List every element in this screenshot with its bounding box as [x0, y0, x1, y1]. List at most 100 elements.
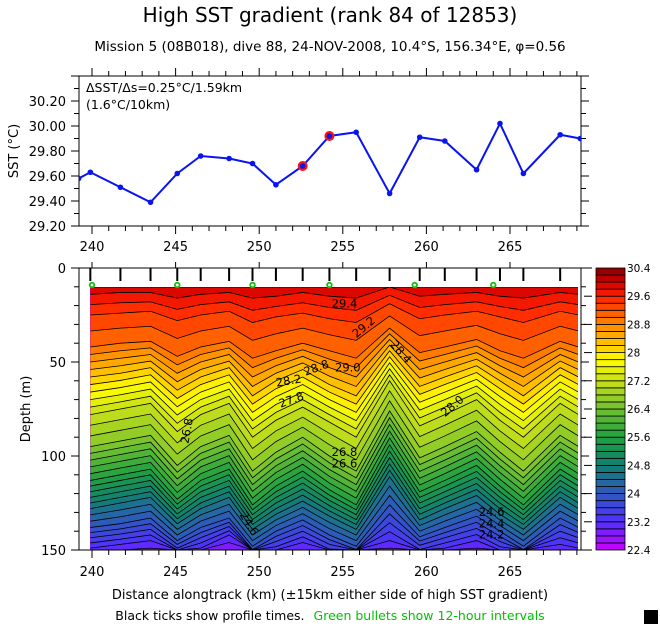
- contour-label: 26.6: [332, 456, 358, 470]
- sst-point: [577, 135, 581, 142]
- contour-line: [90, 350, 578, 397]
- colorbar-swatch: [595, 493, 626, 502]
- contour-line: [90, 430, 578, 492]
- colorbar-swatch: [595, 535, 626, 544]
- colorbar-tick-label: 24.8: [627, 460, 650, 472]
- colorbar-swatch: [595, 408, 626, 417]
- contour-band: [90, 457, 578, 520]
- contour-band: [90, 303, 578, 341]
- y-tick-label: 30.20: [29, 95, 66, 110]
- contour-band: [90, 437, 578, 505]
- sst-point: [473, 166, 480, 173]
- x-tick-label: 265: [498, 240, 523, 255]
- contour-label: 29.4: [332, 296, 358, 310]
- contour-line: [90, 287, 578, 299]
- contour-band: [90, 463, 578, 525]
- contour-band: [90, 444, 578, 510]
- contour-band: [90, 345, 578, 396]
- contour-line: [90, 456, 578, 516]
- y-tick-label: 29.20: [29, 220, 66, 235]
- green-bullet-12h: [88, 281, 96, 289]
- contour-band: [90, 339, 578, 387]
- sst-line-chart: 240 245 250 255 260 265 29.20 29.40 29.60 29.80 30…: [7, 68, 589, 255]
- colorbar-swatch: [595, 380, 626, 389]
- contour-line: [90, 356, 578, 405]
- colorbar-swatch: [595, 521, 626, 530]
- x-tick-label: 240: [80, 240, 105, 255]
- contour-band: [90, 470, 578, 530]
- contour-label: 26.8: [332, 445, 358, 459]
- gradient-annotation: ΔSST/Δs=0.25°C/1.59km: [86, 80, 242, 95]
- colorbar-swatch: [595, 288, 626, 297]
- contour-line: [90, 338, 578, 378]
- y-tick-label: 50: [49, 356, 66, 371]
- colorbar-swatch: [595, 316, 626, 325]
- footer-note: Black ticks show profile times. Green bu…: [115, 608, 544, 623]
- colorbar-tick-label: 30.4: [627, 263, 651, 275]
- y-tick-label: 30.00: [29, 120, 66, 135]
- contour-label: 24.2: [479, 528, 505, 542]
- contour-line: [90, 450, 578, 511]
- x-tick-label: 260: [414, 240, 439, 255]
- sst-point: [326, 133, 333, 139]
- colorbar-swatch: [595, 479, 626, 487]
- colorbar-swatch: [595, 338, 626, 346]
- colorbar-tick-label: 27.2: [627, 376, 650, 388]
- gradient-annotation: (1.6°C/10km): [86, 97, 170, 112]
- sst-point: [197, 153, 204, 159]
- x-tick-label: 265: [498, 565, 523, 580]
- colorbar-swatch: [595, 281, 626, 290]
- sst-point: [353, 129, 359, 136]
- contour-band: [90, 542, 578, 550]
- colorbar-swatch: [595, 366, 626, 375]
- depth-contour-chart: 29.429.229.028.828.227.828.428.026.826.8…: [19, 262, 589, 580]
- y-tick-label: 29.60: [29, 170, 66, 185]
- contour-line: [90, 368, 578, 422]
- colorbar-swatch: [595, 274, 626, 283]
- contour-field: 29.429.229.028.828.227.828.428.026.826.8…: [90, 287, 578, 550]
- sst-point: [520, 170, 527, 177]
- sst-point: [299, 163, 306, 169]
- contour-line: [90, 303, 578, 323]
- colorbar-swatch: [595, 302, 626, 311]
- colorbar-swatch: [595, 542, 626, 551]
- sst-line: [79, 121, 581, 204]
- contour-line: [90, 327, 578, 359]
- colorbar-swatch: [595, 359, 626, 368]
- colorbar-swatch: [595, 401, 626, 410]
- contour-line: [90, 344, 578, 387]
- colorbar-tick-label: 25.6: [627, 432, 651, 444]
- sst-point: [557, 131, 563, 138]
- sst-point: [147, 199, 154, 206]
- sst-point: [416, 134, 423, 141]
- contour-band: [90, 390, 578, 460]
- contour-band: [90, 400, 578, 472]
- contour-line: [90, 485, 578, 536]
- contour-line: [90, 530, 578, 550]
- black-square-marker: [644, 610, 658, 624]
- sst-series: [79, 120, 581, 206]
- colorbar-tick-label: 23.2: [627, 517, 650, 529]
- contour-band: [90, 287, 578, 311]
- contour-band: [90, 504, 578, 550]
- contour-line: [90, 423, 578, 486]
- y-axis-label: Depth (m): [19, 376, 34, 443]
- x-tick-label: 250: [247, 565, 272, 580]
- chart-subtitle: Mission 5 (08B018), dive 88, 24-NOV-2008…: [94, 39, 565, 55]
- colorbar-swatch: [595, 450, 626, 459]
- contour-line: [90, 475, 578, 530]
- sst-point: [497, 120, 503, 127]
- contour-line: [90, 522, 578, 550]
- contour-line: [90, 416, 578, 479]
- contour-band: [90, 295, 578, 323]
- colorbar-swatch: [595, 472, 626, 480]
- contour-label: 24.4: [479, 516, 505, 530]
- colorbar-swatch: [595, 429, 626, 438]
- contour-line: [90, 504, 578, 547]
- colorbar-swatch: [595, 373, 626, 382]
- contour-line: [90, 469, 578, 525]
- sst-point: [226, 155, 232, 162]
- contour-band: [90, 476, 578, 535]
- colorbar-tick-label: 29.6: [627, 291, 651, 303]
